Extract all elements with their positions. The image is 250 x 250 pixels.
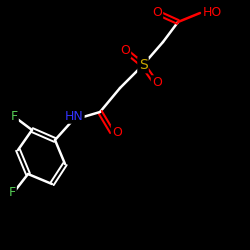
Text: O: O — [152, 76, 162, 90]
Text: O: O — [152, 6, 162, 18]
Text: S: S — [138, 58, 147, 72]
Text: O: O — [112, 126, 122, 138]
Text: O: O — [120, 44, 130, 58]
Text: HN: HN — [64, 110, 84, 122]
Text: HO: HO — [203, 6, 222, 20]
Text: F: F — [8, 186, 16, 200]
Text: F: F — [10, 110, 18, 124]
